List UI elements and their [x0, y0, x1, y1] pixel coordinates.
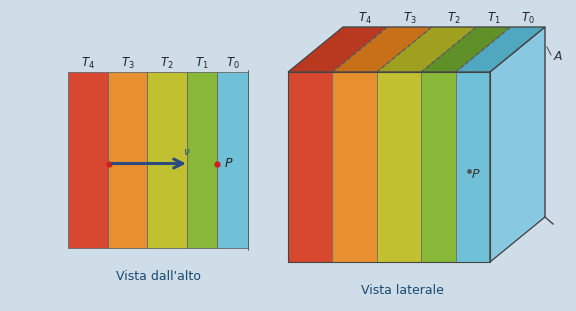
- Polygon shape: [421, 27, 511, 72]
- Text: $T_1$: $T_1$: [195, 55, 209, 71]
- Text: $P$: $P$: [471, 169, 481, 182]
- Bar: [68, 72, 108, 248]
- Text: $T_2$: $T_2$: [448, 11, 461, 26]
- Bar: [147, 72, 187, 248]
- Text: $T_4$: $T_4$: [358, 11, 372, 26]
- Text: $\nu$: $\nu$: [183, 146, 191, 156]
- Text: Vista laterale: Vista laterale: [361, 284, 444, 297]
- Bar: [421, 72, 456, 262]
- Text: $T_1$: $T_1$: [487, 11, 501, 26]
- Text: $T_3$: $T_3$: [403, 11, 416, 26]
- Polygon shape: [456, 27, 545, 72]
- Bar: [108, 72, 147, 248]
- Bar: [217, 72, 248, 248]
- Polygon shape: [288, 27, 388, 72]
- Text: $T_2$: $T_2$: [160, 55, 174, 71]
- Bar: [288, 72, 332, 262]
- Polygon shape: [332, 27, 432, 72]
- Text: $T_0$: $T_0$: [521, 11, 535, 26]
- Text: $T_3$: $T_3$: [120, 55, 134, 71]
- Text: $T_0$: $T_0$: [226, 55, 240, 71]
- Text: Vista dall'alto: Vista dall'alto: [116, 270, 200, 283]
- Text: $A$: $A$: [553, 50, 563, 63]
- Polygon shape: [377, 27, 476, 72]
- Text: $P$: $P$: [225, 157, 234, 170]
- Text: $T_4$: $T_4$: [81, 55, 95, 71]
- Polygon shape: [490, 27, 545, 262]
- Bar: [332, 72, 377, 262]
- Bar: [187, 72, 217, 248]
- Bar: [456, 72, 490, 262]
- Bar: [377, 72, 421, 262]
- Bar: [288, 72, 490, 262]
